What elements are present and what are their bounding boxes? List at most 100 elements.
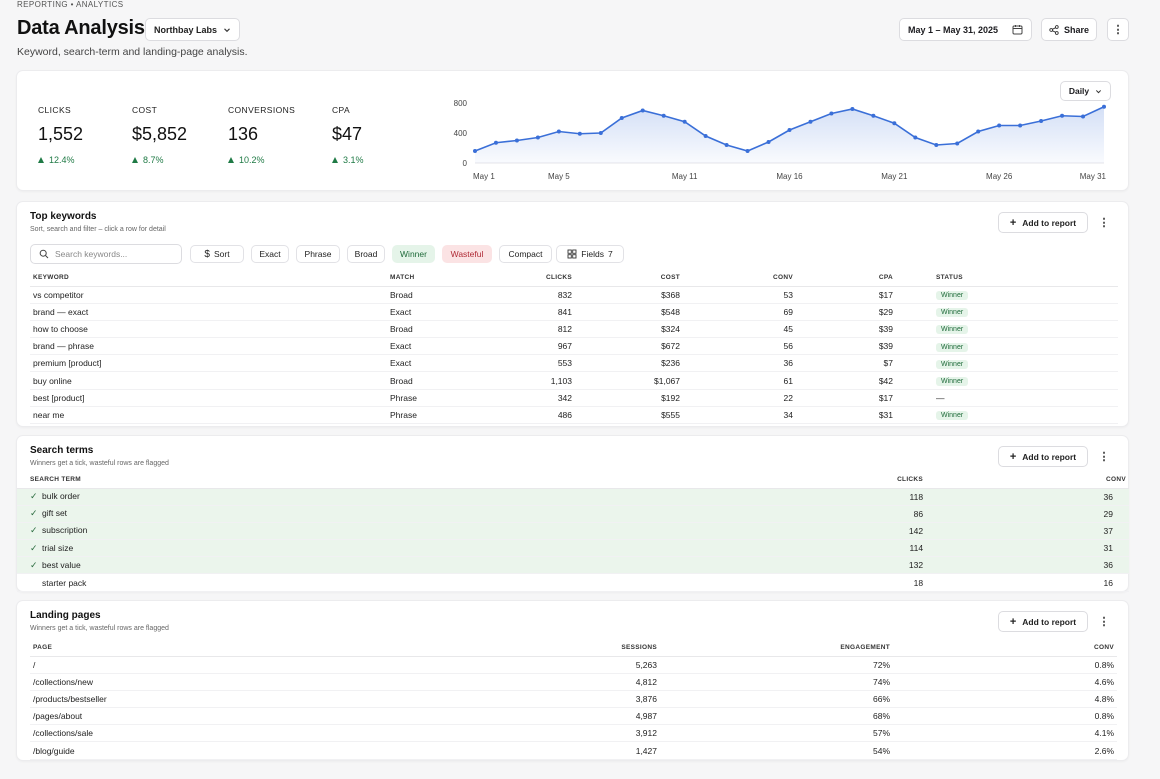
data-point[interactable] bbox=[829, 111, 834, 116]
data-point[interactable] bbox=[556, 129, 561, 134]
table-row[interactable]: /collections/sale 3,912 57% 4.1% bbox=[30, 724, 1117, 743]
data-point[interactable] bbox=[913, 135, 918, 140]
column-header[interactable]: CONV bbox=[893, 639, 1117, 657]
column-header[interactable]: STATUS bbox=[896, 269, 1118, 287]
table-row[interactable]: /collections/new 4,812 74% 4.6% bbox=[30, 673, 1117, 691]
filter-compact[interactable]: Compact bbox=[499, 245, 552, 263]
data-point[interactable] bbox=[619, 116, 624, 120]
data-point[interactable] bbox=[934, 143, 939, 147]
filter-winner[interactable]: Winner bbox=[392, 245, 435, 263]
table-row[interactable]: /pages/about 4,987 68% 0.8% bbox=[30, 707, 1117, 726]
add-to-report-button[interactable]: + Add to report bbox=[998, 212, 1088, 233]
table-row[interactable]: ✓ subscription 142 37 bbox=[17, 522, 1129, 541]
kpi-delta: 8.7% bbox=[132, 155, 187, 165]
data-point[interactable] bbox=[493, 140, 498, 145]
data-point[interactable] bbox=[1039, 119, 1044, 123]
table-row[interactable]: /products/bestseller 3,876 66% 4.8% bbox=[30, 690, 1117, 709]
data-point[interactable] bbox=[640, 108, 645, 113]
date-range-button[interactable]: May 1 – May 31, 2025 bbox=[899, 18, 1032, 41]
data-point[interactable] bbox=[997, 123, 1002, 128]
table-row[interactable]: brand — exact Exact 841 $548 69 $29 Winner bbox=[30, 303, 1118, 321]
table-row[interactable]: vs competitor Broad 832 $368 53 $17 Winner bbox=[30, 286, 1118, 304]
data-point[interactable] bbox=[682, 119, 687, 124]
data-point[interactable] bbox=[871, 113, 876, 118]
table-row[interactable]: buy online Broad 1,103 $1,067 61 $42 Winner bbox=[30, 371, 1118, 390]
add-to-report-button[interactable]: + Add to report bbox=[998, 446, 1088, 467]
data-point[interactable] bbox=[1060, 113, 1065, 118]
table-row[interactable]: ✓ best value 132 36 bbox=[17, 556, 1129, 575]
data-point[interactable] bbox=[955, 141, 960, 146]
column-header[interactable]: CLICKS bbox=[828, 471, 927, 489]
data-point[interactable] bbox=[577, 131, 582, 136]
data-point[interactable] bbox=[1102, 104, 1106, 109]
column-header[interactable]: CONV bbox=[926, 471, 1129, 489]
kpi-value: $5,852 bbox=[132, 124, 188, 144]
column-header[interactable]: CPA bbox=[796, 269, 896, 287]
data-point[interactable] bbox=[745, 149, 750, 153]
data-point[interactable] bbox=[850, 107, 855, 111]
more-options-button[interactable]: ⋮ bbox=[1098, 616, 1110, 628]
data-point[interactable] bbox=[976, 129, 981, 134]
share-button[interactable]: Share bbox=[1041, 18, 1097, 41]
column-header[interactable]: MATCH bbox=[387, 269, 487, 287]
table-row[interactable]: ✓ bulk order 118 36 bbox=[17, 488, 1129, 506]
filter-phrase[interactable]: Phrase bbox=[296, 245, 340, 263]
data-point[interactable] bbox=[661, 113, 666, 118]
data-point[interactable] bbox=[473, 149, 477, 153]
org-selector[interactable]: Northbay Labs bbox=[145, 18, 241, 41]
column-header[interactable]: ENGAGEMENT bbox=[660, 639, 893, 657]
data-point[interactable] bbox=[535, 135, 540, 140]
column-header[interactable]: COST bbox=[575, 269, 683, 287]
breadcrumb: REPORTING • ANALYTICS bbox=[17, 0, 124, 9]
more-options-button[interactable]: ⋮ bbox=[1107, 18, 1129, 41]
column-header[interactable]: CLICKS bbox=[487, 269, 575, 287]
kpi-cpa: CPA $47 3.1% bbox=[332, 105, 364, 165]
table-row[interactable]: brand — phrase Exact 967 $672 56 $39 Winner bbox=[30, 337, 1118, 356]
conv-cell: 45 bbox=[683, 320, 796, 339]
data-point[interactable] bbox=[787, 128, 792, 132]
column-header[interactable]: KEYWORD bbox=[30, 269, 387, 287]
filter-exact[interactable]: Exact bbox=[251, 245, 289, 263]
table-row[interactable]: ✓ gift set 86 29 bbox=[17, 505, 1129, 523]
table-row[interactable]: best [product] Phrase 342 $192 22 $17 — bbox=[30, 389, 1118, 407]
add-to-report-button[interactable]: + Add to report bbox=[998, 611, 1088, 632]
fields-button[interactable]: Fields 7 bbox=[556, 245, 624, 263]
status-badge: Winner bbox=[936, 308, 969, 318]
data-point[interactable] bbox=[808, 119, 813, 124]
filter-broad[interactable]: Broad bbox=[347, 245, 385, 263]
data-point[interactable] bbox=[892, 121, 897, 126]
data-point[interactable] bbox=[703, 134, 708, 138]
table-row[interactable]: near me Phrase 486 $555 34 $31 Winner bbox=[30, 406, 1118, 425]
table-row[interactable]: premium [product] Exact 553 $236 36 $7 Winner bbox=[30, 354, 1118, 373]
column-header[interactable]: SESSIONS bbox=[390, 639, 660, 657]
data-point[interactable] bbox=[1081, 114, 1086, 119]
cost-cell: $324 bbox=[575, 320, 683, 339]
data-point[interactable] bbox=[598, 131, 603, 135]
filter-wasteful[interactable]: Wasteful bbox=[442, 245, 492, 263]
table-row[interactable]: /5,263 72% 0.8% bbox=[30, 656, 1117, 674]
table-row[interactable]: ✓ trial size 114 31 bbox=[17, 539, 1129, 558]
data-point[interactable] bbox=[766, 140, 771, 144]
y-tick-label: 400 bbox=[454, 129, 468, 138]
column-header[interactable]: CONV bbox=[683, 269, 796, 287]
clicks-cell: 114 bbox=[828, 539, 927, 558]
keyword-search-input[interactable]: Search keywords... bbox=[30, 244, 182, 264]
table-row[interactable]: how to choose Broad 812 $324 45 $39 Winner bbox=[30, 320, 1118, 339]
data-point[interactable] bbox=[724, 143, 729, 147]
conv-cell: 36 bbox=[926, 556, 1129, 575]
table-row[interactable]: /blog/guide 1,427 54% 2.6% bbox=[30, 741, 1117, 760]
cost-cell: $192 bbox=[575, 389, 683, 407]
column-header[interactable]: PAGE bbox=[30, 639, 390, 657]
cpa-cell: $42 bbox=[796, 371, 896, 390]
data-point[interactable] bbox=[514, 138, 519, 143]
cost-cell: $236 bbox=[575, 354, 683, 373]
more-options-button[interactable]: ⋮ bbox=[1098, 451, 1110, 463]
more-options-button[interactable]: ⋮ bbox=[1098, 217, 1110, 229]
table-header-row: KEYWORD MATCH CLICKS COST CONV CPA STATU… bbox=[30, 269, 1118, 287]
granularity-select[interactable]: Daily bbox=[1060, 81, 1111, 101]
table-row[interactable]: starter pack 18 16 bbox=[17, 573, 1129, 592]
data-point[interactable] bbox=[1018, 123, 1023, 128]
column-header[interactable]: SEARCH TERM bbox=[17, 471, 829, 489]
term-cell: ✓ subscription bbox=[17, 522, 829, 541]
sort-button[interactable]: $ Sort bbox=[190, 245, 244, 263]
